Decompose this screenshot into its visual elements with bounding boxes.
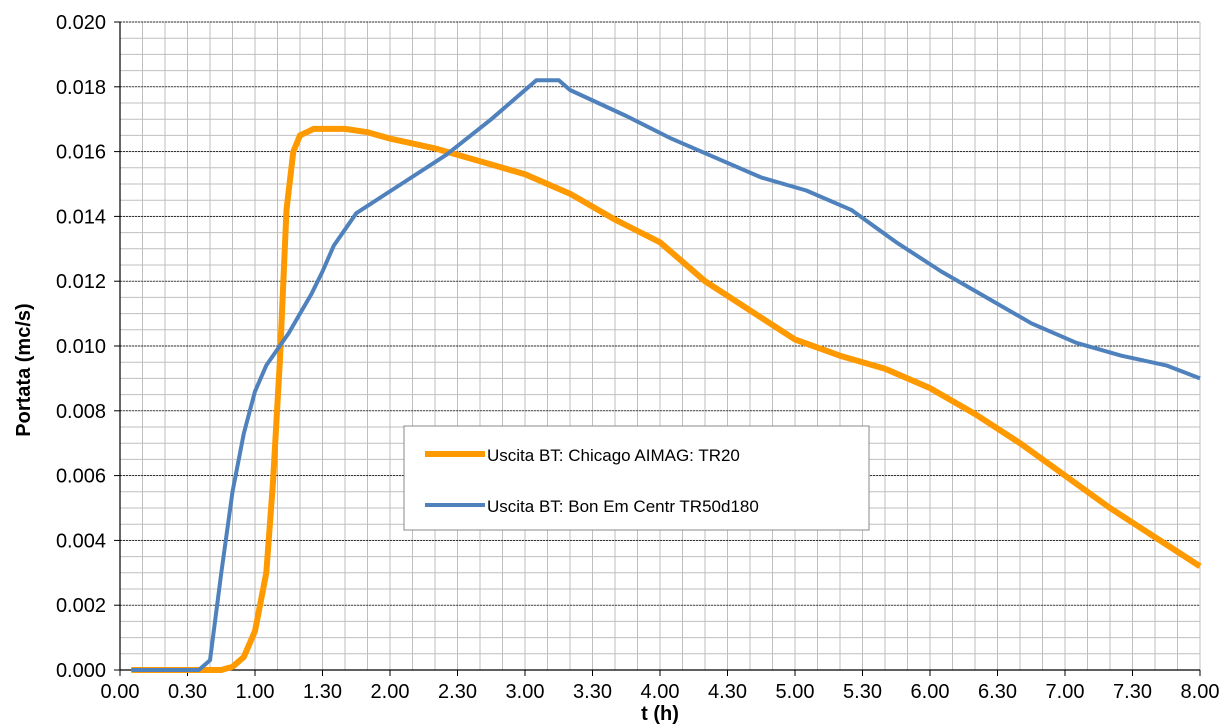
y-tick-label: 0.008 — [56, 401, 106, 423]
legend-box — [403, 425, 870, 531]
x-tick-label: 5.00 — [776, 681, 815, 703]
x-tick-label: 0.30 — [168, 681, 207, 703]
x-tick-label: 3.30 — [573, 681, 612, 703]
x-tick-label: 7.00 — [1046, 681, 1085, 703]
series-lines — [131, 78, 1202, 673]
x-tick-labels: 0.00 0.30 1.00 1.30 2.00 2.30 3.00 3.30 4.00 4.30… — [101, 670, 1220, 703]
legend: Uscita BT: Chicago AIMAG: TR20 Uscita BT… — [403, 425, 870, 531]
x-tick-label: 8.00 — [1181, 681, 1220, 703]
x-tick-label: 6.30 — [978, 681, 1017, 703]
y-tick-label: 0.006 — [56, 466, 106, 488]
x-tick-label: 4.30 — [708, 681, 747, 703]
x-tick-label: 4.00 — [641, 681, 680, 703]
series-line-0 — [131, 125, 1202, 673]
legend-label-chicago: Uscita BT: Chicago AIMAG: TR20 — [487, 446, 740, 465]
x-axis-title: t (h) — [641, 703, 679, 724]
y-tick-label: 0.004 — [56, 530, 106, 552]
x-tick-label: 0.00 — [101, 681, 140, 703]
series-line-1 — [131, 78, 1201, 672]
y-tick-label: 0.020 — [56, 12, 106, 34]
y-tick-label: 0.010 — [56, 336, 106, 358]
y-tick-label: 0.002 — [56, 595, 106, 617]
y-tick-label: 0.016 — [56, 142, 106, 164]
x-tick-label: 2.30 — [438, 681, 477, 703]
legend-label-bon-em: Uscita BT: Bon Em Centr TR50d180 — [487, 497, 759, 516]
x-tick-label: 2.00 — [371, 681, 410, 703]
x-tick-label: 1.30 — [303, 681, 342, 703]
x-tick-label: 7.30 — [1113, 681, 1152, 703]
x-tick-label: 3.00 — [506, 681, 545, 703]
x-tick-label: 6.00 — [911, 681, 950, 703]
y-tick-label: 0.012 — [56, 271, 106, 293]
x-tick-label: 5.30 — [843, 681, 882, 703]
y-tick-label: 0.014 — [56, 206, 106, 228]
y-tick-labels: 0.000 0.002 0.004 0.006 0.008 0.010 0.012 0.014… — [56, 12, 120, 682]
y-axis-title: Portata (mc/s) — [13, 303, 35, 436]
y-tick-label: 0.018 — [56, 77, 106, 99]
x-tick-label: 1.00 — [236, 681, 275, 703]
y-tick-label: 0.000 — [56, 660, 106, 682]
